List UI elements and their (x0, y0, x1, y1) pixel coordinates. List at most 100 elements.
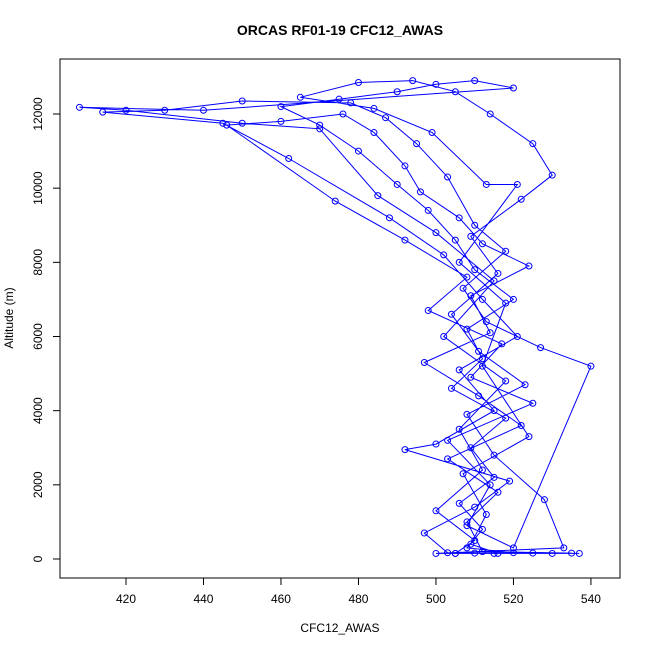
data-point (467, 292, 475, 300)
y-tick-label: 6000 (31, 323, 45, 350)
data-point (374, 192, 382, 200)
data-point (385, 214, 393, 222)
data-point (478, 548, 486, 556)
data-point (393, 180, 401, 188)
data-point (486, 481, 494, 489)
data-point (370, 104, 378, 112)
data-point (482, 318, 490, 326)
data-point (467, 540, 475, 548)
data-point (99, 108, 107, 116)
data-point (502, 377, 510, 385)
data-point (486, 329, 494, 337)
data-point (587, 362, 595, 370)
data-point (277, 117, 285, 125)
data-point (354, 147, 362, 155)
data-point (370, 129, 378, 137)
data-point (471, 503, 479, 511)
data-point (478, 355, 486, 363)
data-point (475, 347, 483, 355)
data-point (277, 103, 285, 111)
data-point (459, 470, 467, 478)
data-point (498, 340, 506, 348)
data-point (447, 384, 455, 392)
data-point (482, 180, 490, 188)
data-point (161, 106, 169, 114)
data-point (463, 410, 471, 418)
chart-title: ORCAS RF01-19 CFC12_AWAS (237, 22, 443, 38)
data-point (285, 154, 293, 162)
y-tick-label: 2000 (31, 471, 45, 498)
data-point (529, 549, 537, 557)
data-point (513, 333, 521, 341)
data-point (331, 197, 339, 205)
data-point (432, 549, 440, 557)
data-point (451, 236, 459, 244)
data-point (513, 180, 521, 188)
data-point (432, 80, 440, 88)
x-tick-label: 480 (348, 592, 368, 606)
data-point (219, 119, 227, 127)
x-tick-label: 520 (503, 592, 523, 606)
data-point (463, 544, 471, 552)
data-point (455, 366, 463, 374)
data-point (122, 106, 130, 114)
data-point (416, 188, 424, 196)
data-point (490, 473, 498, 481)
data-point (548, 549, 556, 557)
data-point (347, 99, 355, 107)
y-tick-label: 12000 (31, 97, 45, 131)
data-point (486, 110, 494, 118)
data-point (478, 295, 486, 303)
data-point (463, 325, 471, 333)
data-point (568, 549, 576, 557)
data-point (413, 140, 421, 148)
plot-box (59, 58, 621, 579)
data-point (467, 444, 475, 452)
data-point (509, 295, 517, 303)
x-tick-label: 460 (271, 592, 291, 606)
data-point (490, 407, 498, 415)
data-point (401, 162, 409, 170)
data-point (463, 518, 471, 526)
data-point (459, 284, 467, 292)
data-point (478, 240, 486, 248)
data-point (428, 129, 436, 137)
data-point (316, 121, 324, 129)
data-point (440, 251, 448, 259)
data-point (455, 425, 463, 433)
data-point (424, 307, 432, 315)
data-point (455, 258, 463, 266)
x-tick-label: 420 (116, 592, 136, 606)
data-point (509, 544, 517, 552)
data-point (451, 88, 459, 96)
data-point (409, 77, 417, 85)
y-axis-label: Altitude (m) (2, 287, 16, 348)
data-point (467, 232, 475, 240)
data-point (238, 97, 246, 105)
data-point (455, 499, 463, 507)
x-axis-label: CFC12_AWAS (300, 621, 379, 635)
data-point (354, 78, 362, 86)
data-point (506, 477, 514, 485)
data-point (509, 549, 517, 557)
data-point (451, 549, 459, 557)
data-point (401, 236, 409, 244)
data-point (467, 373, 475, 381)
data-point (199, 106, 207, 114)
data-point (432, 440, 440, 448)
data-point (393, 88, 401, 96)
data-point (529, 399, 537, 407)
data-point (424, 206, 432, 214)
x-tick-label: 440 (193, 592, 213, 606)
data-point (440, 333, 448, 341)
data-point (238, 119, 246, 127)
data-point (455, 214, 463, 222)
data-point (478, 466, 486, 474)
data-point (471, 266, 479, 274)
data-point (471, 549, 479, 557)
x-tick-label: 540 (581, 592, 601, 606)
data-point (471, 77, 479, 85)
data-point (223, 121, 231, 129)
data-point (444, 173, 452, 181)
